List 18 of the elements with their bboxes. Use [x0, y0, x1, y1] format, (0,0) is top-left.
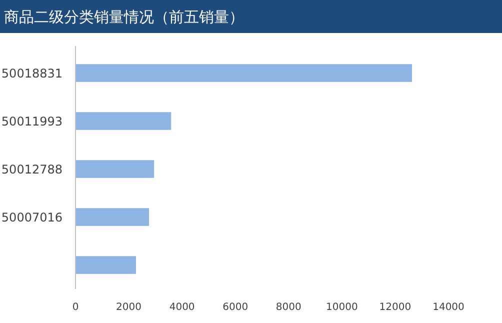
x-tick-label: 0: [72, 302, 79, 313]
x-tick-label: 14000: [432, 302, 464, 313]
x-tick-label: 4000: [169, 302, 195, 313]
y-tick-label: 50018831: [1, 66, 62, 80]
bar: [76, 112, 172, 130]
chart-title: 商品二级分类销量情况（前五销量）: [4, 8, 244, 26]
y-tick-label: 50007016: [1, 210, 62, 224]
bar: [76, 64, 412, 82]
x-tick-label: 6000: [222, 302, 248, 313]
y-tick-label: 50012788: [1, 162, 62, 176]
bar: [76, 256, 136, 274]
y-tick-label: 50011993: [1, 114, 62, 128]
x-tick-label: 10000: [326, 302, 358, 313]
x-tick-label: 8000: [276, 302, 302, 313]
x-tick-label: 2000: [116, 302, 142, 313]
bar: [76, 160, 154, 178]
x-tick-label: 12000: [379, 302, 412, 313]
bar: [76, 208, 150, 226]
